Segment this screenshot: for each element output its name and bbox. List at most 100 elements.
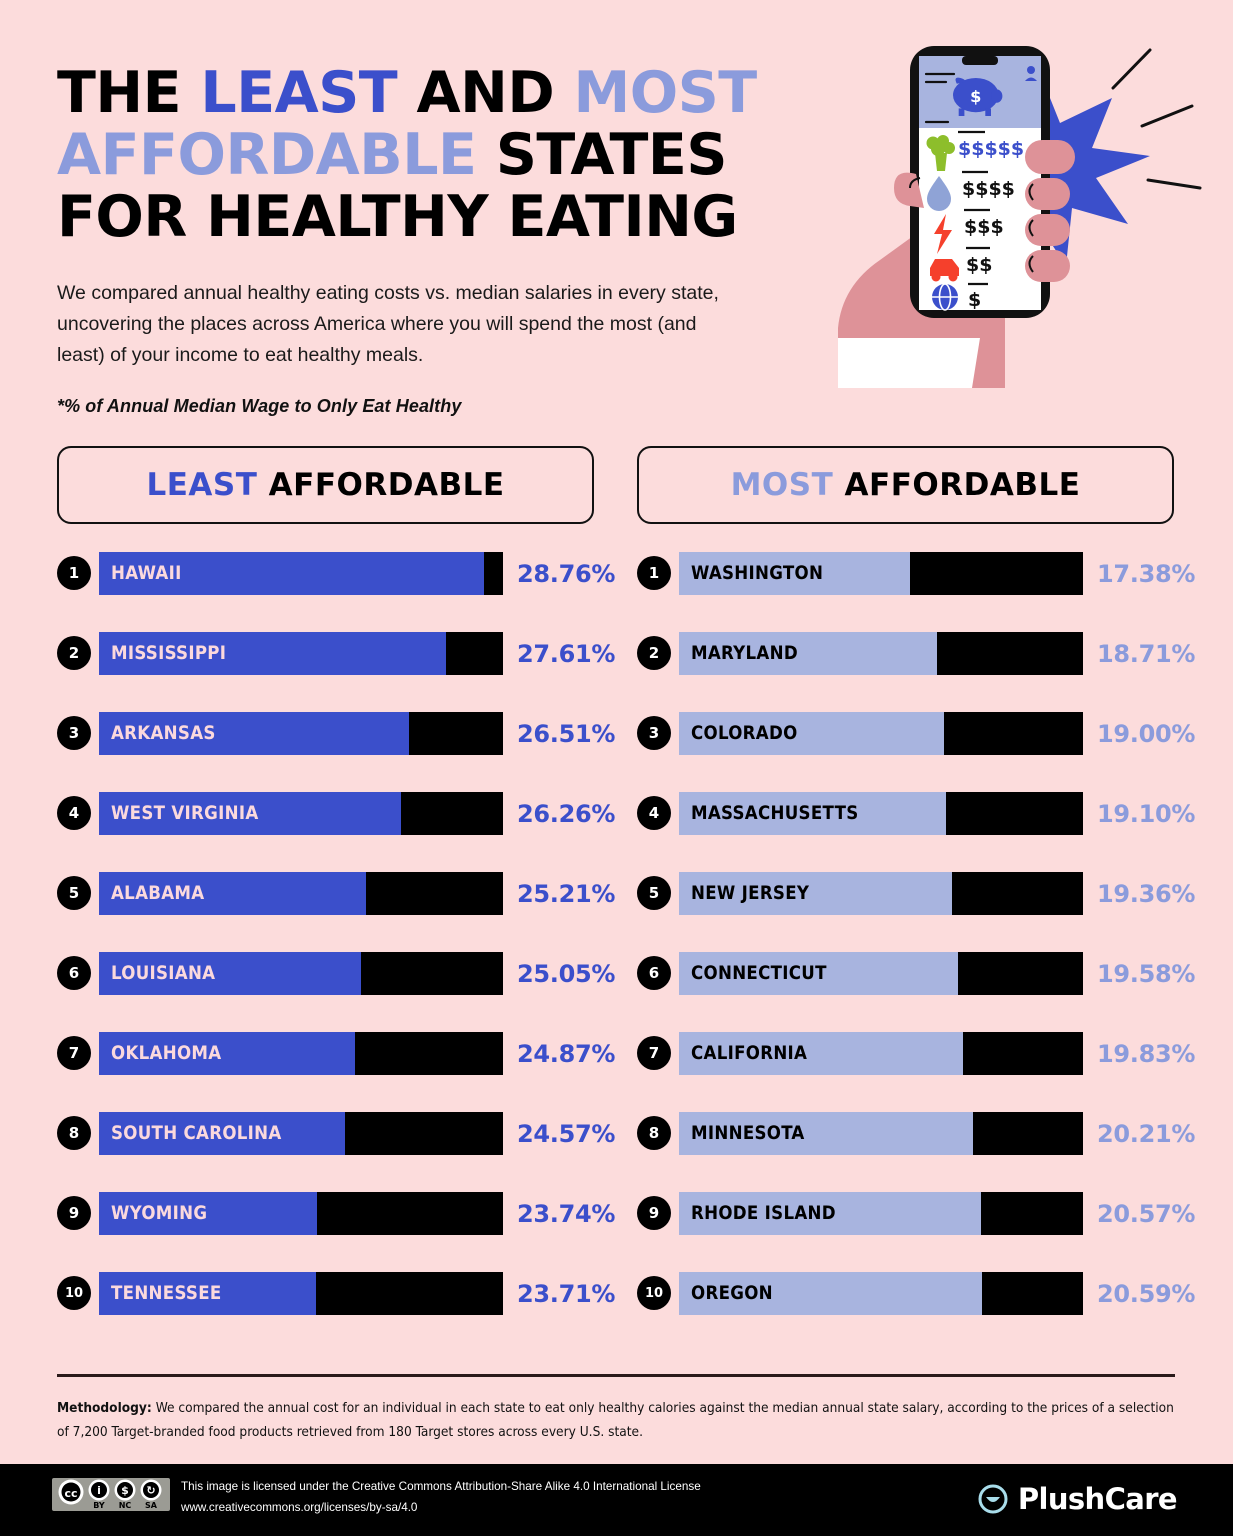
bar-track: MARYLAND bbox=[679, 632, 1083, 675]
bar-row: 3 ARKANSAS 26.51% bbox=[57, 706, 617, 786]
cc-label-nc: NC bbox=[119, 1501, 132, 1510]
percent-label: 20.57% bbox=[1097, 1199, 1196, 1228]
dollars-row-1: $$$$$ bbox=[958, 138, 1024, 160]
state-name-label: MARYLAND bbox=[691, 643, 798, 664]
state-name-label: HAWAII bbox=[111, 563, 182, 584]
bar-fill bbox=[99, 872, 367, 915]
methodology-body: We compared the annual cost for an indiv… bbox=[57, 1400, 1174, 1440]
bar-fill bbox=[99, 712, 409, 755]
hand-holding-phone-illustration: $ $$$$$ $$$$ $$$ bbox=[820, 28, 1215, 388]
state-name-label: CALIFORNIA bbox=[691, 1043, 808, 1064]
bar-row: 9 RHODE ISLAND 20.57% bbox=[637, 1186, 1197, 1266]
column-header-most-affordable: MOST AFFORDABLE bbox=[637, 446, 1174, 524]
bar-fill bbox=[99, 1032, 355, 1075]
title-word-the: THE bbox=[57, 60, 201, 126]
page-footer: cc i $ ↻ BY NC SA This image is licensed… bbox=[0, 1464, 1233, 1536]
percent-label: 23.71% bbox=[517, 1279, 616, 1308]
state-name-label: TENNESSEE bbox=[111, 1283, 222, 1304]
rank-badge: 10 bbox=[637, 1276, 671, 1310]
rank-badge: 3 bbox=[57, 716, 91, 750]
percent-label: 28.76% bbox=[517, 559, 616, 588]
bar-row: 10 OREGON 20.59% bbox=[637, 1266, 1197, 1346]
state-name-label: OKLAHOMA bbox=[111, 1043, 222, 1064]
section-divider bbox=[57, 1374, 1175, 1377]
bar-track: CONNECTICUT bbox=[679, 952, 1083, 995]
bar-fill bbox=[679, 1112, 973, 1155]
sleeve-cuff bbox=[838, 338, 980, 388]
bar-fill bbox=[679, 552, 911, 595]
percent-label: 24.57% bbox=[517, 1119, 616, 1148]
rank-badge: 1 bbox=[637, 556, 671, 590]
creative-commons-badge: cc i $ ↻ BY NC SA bbox=[52, 1478, 170, 1511]
license-line-1: This image is licensed under the Creativ… bbox=[181, 1480, 701, 1493]
bar-fill bbox=[679, 792, 947, 835]
state-name-label: WEST VIRGINIA bbox=[111, 803, 259, 824]
bar-fill bbox=[679, 1032, 963, 1075]
bar-fill bbox=[99, 952, 361, 995]
wage-note: *% of Annual Median Wage to Only Eat Hea… bbox=[57, 396, 462, 416]
state-name-label: MINNESOTA bbox=[691, 1123, 805, 1144]
cc-label-sa: SA bbox=[145, 1501, 158, 1510]
bar-fill bbox=[99, 552, 484, 595]
bar-row: 8 MINNESOTA 20.21% bbox=[637, 1106, 1197, 1186]
license-line-2[interactable]: www.creativecommons.org/licenses/by-sa/4… bbox=[181, 1501, 418, 1514]
water-drop-icon bbox=[927, 176, 951, 211]
rank-badge: 9 bbox=[637, 1196, 671, 1230]
percent-label: 20.59% bbox=[1097, 1279, 1196, 1308]
least-affordable-bar-list: 1 HAWAII 28.76% 2 MISSISSIPPI 27.61% 3 ARKANSAS… bbox=[57, 546, 617, 1346]
percent-label: 26.51% bbox=[517, 719, 616, 748]
state-name-label: LOUISIANA bbox=[111, 963, 216, 984]
title-word-and: AND bbox=[397, 60, 574, 126]
svg-text:cc: cc bbox=[64, 1487, 77, 1500]
percent-label: 19.10% bbox=[1097, 799, 1196, 828]
svg-text:i: i bbox=[97, 1484, 101, 1497]
bar-fill bbox=[99, 1272, 317, 1315]
state-name-label: WYOMING bbox=[111, 1203, 208, 1224]
rank-badge: 7 bbox=[57, 1036, 91, 1070]
bar-fill bbox=[679, 872, 953, 915]
percent-label: 26.26% bbox=[517, 799, 616, 828]
car-icon bbox=[930, 259, 959, 282]
svg-text:↻: ↻ bbox=[146, 1484, 155, 1497]
bar-row: 5 ALABAMA 25.21% bbox=[57, 866, 617, 946]
rank-badge: 5 bbox=[57, 876, 91, 910]
state-name-label: ALABAMA bbox=[111, 883, 205, 904]
bar-track: WYOMING bbox=[99, 1192, 503, 1235]
user-avatar-icon bbox=[1025, 66, 1037, 81]
bar-track: OKLAHOMA bbox=[99, 1032, 503, 1075]
bar-row: 10 TENNESSEE 23.71% bbox=[57, 1266, 617, 1346]
bar-fill bbox=[679, 712, 945, 755]
most-rest-label: AFFORDABLE bbox=[833, 467, 1081, 503]
bar-fill bbox=[99, 632, 446, 675]
percent-label: 19.00% bbox=[1097, 719, 1196, 748]
piggy-bank-icon: $ bbox=[953, 77, 1003, 116]
bar-row: 3 COLORADO 19.00% bbox=[637, 706, 1197, 786]
state-name-label: CONNECTICUT bbox=[691, 963, 827, 984]
bar-track: LOUISIANA bbox=[99, 952, 503, 995]
bar-row: 5 NEW JERSEY 19.36% bbox=[637, 866, 1197, 946]
rank-badge: 6 bbox=[57, 956, 91, 990]
rank-badge: 3 bbox=[637, 716, 671, 750]
license-text-block: This image is licensed under the Creativ… bbox=[181, 1477, 701, 1517]
least-accent-label: LEAST bbox=[146, 467, 258, 503]
bar-track: MINNESOTA bbox=[679, 1112, 1083, 1155]
state-name-label: OREGON bbox=[691, 1283, 773, 1304]
bar-row: 2 MARYLAND 18.71% bbox=[637, 626, 1197, 706]
bar-fill bbox=[99, 1192, 318, 1235]
bar-row: 4 MASSACHUSETTS 19.10% bbox=[637, 786, 1197, 866]
bar-track: COLORADO bbox=[679, 712, 1083, 755]
bar-row: 6 LOUISIANA 25.05% bbox=[57, 946, 617, 1026]
title-word-least: LEAST bbox=[200, 60, 398, 126]
least-rest-label: AFFORDABLE bbox=[257, 467, 505, 503]
bar-row: 7 CALIFORNIA 19.83% bbox=[637, 1026, 1197, 1106]
rank-badge: 6 bbox=[637, 956, 671, 990]
state-name-label: MASSACHUSETTS bbox=[691, 803, 859, 824]
rank-badge: 8 bbox=[57, 1116, 91, 1150]
plushcare-brand[interactable]: PlushCare bbox=[977, 1482, 1178, 1516]
bar-track: WEST VIRGINIA bbox=[99, 792, 503, 835]
bar-track: ARKANSAS bbox=[99, 712, 503, 755]
bar-track: MASSACHUSETTS bbox=[679, 792, 1083, 835]
smiley-circle-icon bbox=[978, 1484, 1008, 1514]
bar-row: 9 WYOMING 23.74% bbox=[57, 1186, 617, 1266]
column-header-least-affordable: LEAST AFFORDABLE bbox=[57, 446, 594, 524]
